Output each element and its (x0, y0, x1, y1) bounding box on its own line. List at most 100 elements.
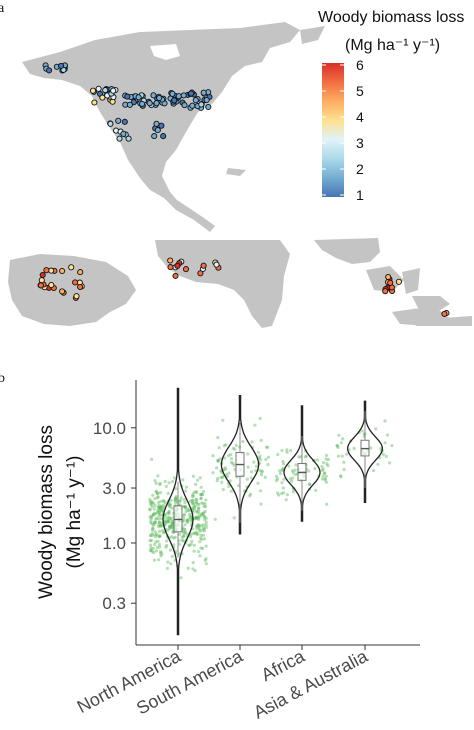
legend-colorbar (322, 63, 344, 197)
data-point (159, 550, 163, 554)
data-point (183, 530, 187, 534)
data-point (320, 468, 325, 473)
data-point (281, 467, 285, 472)
data-point (181, 518, 185, 523)
data-point (199, 536, 203, 540)
data-point (188, 512, 192, 516)
data-point (157, 521, 161, 525)
map-site-point (59, 267, 66, 275)
map-site-point (153, 100, 160, 107)
data-point (258, 454, 262, 458)
data-point (200, 512, 205, 516)
violin-shape (283, 405, 321, 522)
data-point (200, 512, 204, 516)
data-point (174, 495, 178, 499)
data-point (172, 476, 176, 480)
data-point (186, 507, 190, 511)
data-point (159, 524, 163, 528)
data-point (201, 511, 205, 515)
data-point (195, 498, 199, 502)
data-point (291, 471, 295, 475)
data-point (167, 509, 171, 513)
data-point (227, 454, 231, 458)
data-point (196, 502, 200, 506)
data-point (199, 497, 203, 501)
data-point (290, 469, 295, 473)
data-point (159, 554, 163, 558)
data-point (256, 481, 260, 485)
data-point (221, 418, 225, 422)
map-site-point (171, 97, 178, 104)
data-point (307, 469, 311, 473)
data-point (149, 518, 153, 522)
data-point (151, 493, 155, 497)
data-point (321, 474, 325, 478)
data-point (152, 507, 156, 511)
data-point (199, 514, 203, 518)
data-point (203, 502, 207, 506)
data-point (258, 468, 262, 472)
map-site-point (175, 93, 182, 100)
map-site-point (102, 87, 109, 94)
data-point (159, 521, 164, 525)
data-point (321, 467, 325, 471)
data-point (218, 457, 222, 461)
data-point (323, 471, 327, 475)
data-point (204, 557, 208, 561)
data-point (151, 523, 155, 527)
data-point (324, 457, 328, 461)
data-point (179, 496, 183, 500)
data-point (197, 524, 201, 528)
data-point (182, 505, 186, 509)
data-point (352, 446, 356, 451)
data-point (162, 531, 166, 535)
data-point (174, 496, 178, 500)
data-point (149, 548, 153, 552)
data-point (259, 502, 263, 506)
map-site-point (200, 89, 207, 96)
data-point (163, 501, 167, 505)
data-point (182, 527, 186, 531)
data-point (213, 517, 217, 521)
data-point (150, 521, 154, 525)
map-site-point (115, 117, 122, 124)
data-point (187, 543, 191, 547)
data-point (204, 523, 208, 527)
map-site-point (189, 102, 196, 109)
data-point (182, 512, 186, 517)
y-tick-label: 1.0 (102, 534, 126, 553)
map-site-point (125, 135, 132, 142)
data-point (250, 470, 254, 474)
map-site-point (72, 279, 79, 286)
data-point (196, 523, 200, 527)
data-point (284, 498, 288, 502)
data-point (156, 539, 160, 543)
data-point (313, 467, 317, 471)
data-point (211, 471, 215, 475)
data-point (216, 459, 220, 463)
data-point (169, 526, 173, 530)
data-point (156, 492, 160, 496)
data-point (384, 454, 388, 458)
data-point (187, 508, 192, 513)
data-point (203, 558, 207, 563)
map-site-point (110, 87, 117, 94)
data-point (163, 512, 167, 517)
data-point (163, 516, 168, 520)
data-point (168, 516, 172, 520)
data-point (189, 542, 193, 546)
data-point (196, 550, 201, 554)
data-point (151, 512, 155, 517)
data-point (248, 492, 253, 496)
data-point (216, 459, 220, 463)
data-point (229, 489, 233, 493)
data-point (201, 501, 205, 505)
data-point (289, 449, 293, 453)
data-point (290, 479, 294, 483)
data-point (192, 543, 196, 547)
data-point (200, 501, 204, 505)
data-point (153, 479, 157, 483)
data-point (211, 454, 215, 458)
data-point (193, 504, 197, 508)
data-point (191, 506, 195, 510)
